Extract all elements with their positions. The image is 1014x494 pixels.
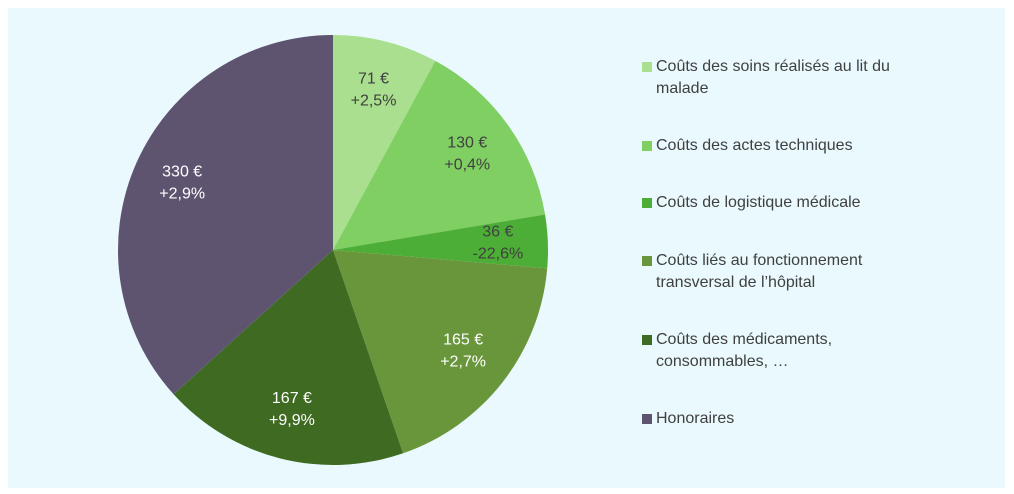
slice-value-label: 36 €	[482, 224, 513, 241]
legend-entry: Coûts liés au fonctionnement transversal…	[642, 250, 992, 294]
legend-swatch	[642, 255, 652, 266]
legend-swatch	[642, 413, 652, 424]
slice-value-label: 130 €	[447, 134, 487, 151]
pie-slice	[117, 34, 333, 395]
legend-label: Coûts liés au fonctionnement transversal…	[656, 251, 863, 291]
legend-swatch	[642, 141, 652, 152]
legend-label: Coûts des soins réalisés au lit du malad…	[656, 58, 890, 97]
legend-swatch	[642, 334, 652, 345]
pie-slice	[333, 250, 548, 454]
slice-change-label: +2,7%	[440, 354, 486, 371]
legend-label: Coûts des actes techniques	[656, 137, 853, 155]
legend-label: Coûts des médicaments, consommables, …	[656, 330, 833, 370]
slice-change-label: +9,9%	[269, 412, 315, 429]
legend-swatch	[642, 62, 652, 72]
pie-slice	[333, 35, 436, 250]
slice-change-label: +2,5%	[351, 92, 397, 109]
legend-label: Coûts de logistique médicale	[656, 194, 861, 212]
slice-change-label: +2,9%	[159, 185, 205, 202]
legend: Coûts des soins réalisés au lit du malad…	[642, 56, 992, 430]
legend-entry: Honoraires	[642, 408, 992, 430]
legend-entry: Coûts de logistique médicale	[642, 192, 992, 214]
pie-slice	[333, 60, 546, 250]
slice-value-label: 71 €	[358, 70, 389, 87]
legend-entry: Coûts des soins réalisés au lit du malad…	[642, 56, 992, 100]
pie-slice	[333, 214, 548, 269]
slice-change-label: +0,4%	[444, 156, 490, 173]
slice-value-label: 330 €	[162, 163, 202, 180]
legend-swatch	[642, 198, 652, 209]
legend-label: Honoraires	[656, 409, 735, 427]
slice-change-label: -22,6%	[473, 246, 524, 263]
legend-entry: Coûts des médicaments, consommables, …	[642, 329, 992, 373]
slice-value-label: 167 €	[272, 390, 312, 407]
pie-slice	[173, 250, 404, 465]
legend-entry: Coûts des actes techniques	[642, 135, 992, 157]
slice-value-label: 165 €	[443, 332, 483, 349]
